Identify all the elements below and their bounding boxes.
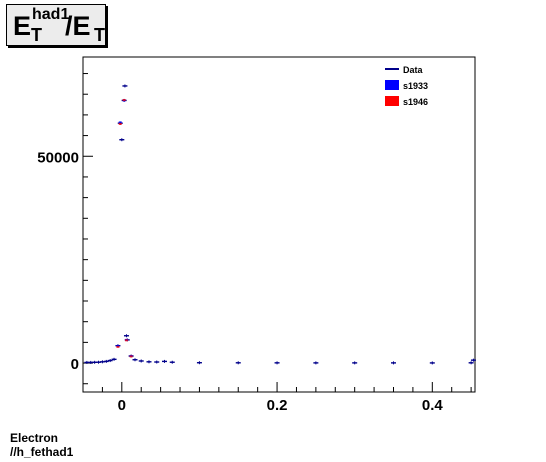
legend-label: Data bbox=[403, 65, 424, 75]
x-tick-label: 0.2 bbox=[267, 397, 288, 414]
data-markers bbox=[84, 84, 476, 365]
s1933-point bbox=[118, 121, 122, 124]
histogram-title: E had1 T /E T bbox=[6, 4, 106, 46]
s1946-point bbox=[122, 99, 126, 102]
plot-frame bbox=[82, 56, 476, 393]
legend-marker-box bbox=[385, 96, 399, 106]
footer-histogram-path: //h_fethad1 bbox=[10, 445, 74, 459]
footer-category: Electron bbox=[10, 431, 59, 445]
title-subscript-2: T bbox=[94, 25, 105, 45]
s1946-point bbox=[116, 345, 120, 348]
footer: Electron //h_fethad1 bbox=[10, 431, 73, 459]
s1946-point bbox=[124, 339, 128, 342]
title-subscript: T bbox=[31, 25, 42, 45]
legend: Data s1933 s1946 bbox=[385, 65, 428, 107]
y-tick-label: 50000 bbox=[37, 149, 79, 166]
title-superscript: had1 bbox=[32, 6, 70, 23]
title-energy-symbol: E bbox=[13, 11, 32, 41]
legend-label: s1946 bbox=[403, 97, 428, 107]
legend-label: s1933 bbox=[403, 81, 428, 91]
legend-marker-box bbox=[385, 80, 399, 90]
x-tick-label: 0 bbox=[118, 397, 126, 414]
axis-ticks: 0 0.2 0.4 0 50000 bbox=[37, 73, 472, 414]
s1946-point bbox=[129, 355, 133, 358]
y-tick-label: 0 bbox=[71, 356, 79, 373]
s1946-point bbox=[118, 123, 122, 125]
title-denominator: /E bbox=[65, 11, 91, 41]
x-tick-label: 0.4 bbox=[422, 397, 444, 414]
